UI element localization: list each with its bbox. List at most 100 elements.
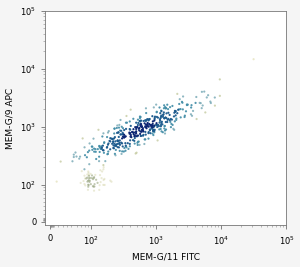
Point bbox=[136, 123, 140, 127]
Point bbox=[149, 123, 154, 127]
Point bbox=[97, 188, 102, 192]
Point bbox=[184, 102, 189, 107]
Point bbox=[98, 180, 103, 184]
Point bbox=[164, 106, 169, 110]
Point bbox=[166, 107, 170, 111]
Point bbox=[157, 105, 162, 110]
Point bbox=[117, 140, 122, 145]
Point bbox=[170, 123, 175, 127]
Point bbox=[119, 125, 124, 129]
Point bbox=[117, 149, 122, 153]
Point bbox=[162, 116, 167, 120]
Point bbox=[139, 122, 143, 126]
Point bbox=[122, 128, 127, 132]
Point bbox=[159, 113, 164, 118]
Point bbox=[155, 123, 160, 127]
Point bbox=[111, 139, 116, 143]
Point bbox=[142, 142, 147, 146]
Point bbox=[134, 130, 138, 134]
Point bbox=[116, 139, 120, 143]
Point bbox=[140, 128, 145, 132]
Point bbox=[157, 127, 162, 132]
Point bbox=[124, 127, 128, 131]
Point bbox=[87, 148, 92, 153]
Point bbox=[144, 106, 148, 111]
Point bbox=[150, 125, 155, 130]
Point bbox=[86, 176, 91, 180]
Point bbox=[116, 135, 121, 139]
Point bbox=[132, 139, 137, 143]
Point bbox=[134, 131, 139, 136]
Point bbox=[121, 135, 125, 139]
Point bbox=[181, 94, 185, 99]
Point bbox=[113, 139, 118, 143]
Point bbox=[105, 135, 110, 139]
Point bbox=[143, 118, 148, 122]
Point bbox=[146, 130, 151, 134]
Point bbox=[87, 174, 92, 178]
Point bbox=[158, 124, 163, 128]
Point bbox=[182, 113, 187, 118]
Point bbox=[128, 119, 132, 124]
Point bbox=[161, 112, 166, 116]
Point bbox=[169, 125, 173, 129]
Point bbox=[132, 134, 137, 138]
Point bbox=[106, 129, 111, 133]
Point bbox=[168, 120, 173, 124]
Point bbox=[160, 122, 165, 127]
Point bbox=[172, 109, 177, 113]
Point bbox=[128, 124, 133, 128]
Point bbox=[92, 184, 97, 189]
Point bbox=[120, 141, 124, 146]
Point bbox=[149, 123, 154, 128]
Point bbox=[118, 132, 123, 137]
Point bbox=[103, 159, 108, 163]
Point bbox=[177, 97, 182, 101]
Point bbox=[82, 167, 87, 171]
Point bbox=[134, 151, 139, 155]
Point bbox=[119, 129, 124, 133]
Point bbox=[131, 138, 136, 142]
Point bbox=[141, 119, 146, 123]
Point bbox=[120, 136, 124, 140]
Point bbox=[108, 136, 113, 140]
Point bbox=[82, 153, 87, 157]
Point bbox=[198, 101, 203, 105]
Point bbox=[128, 133, 133, 137]
Point bbox=[91, 184, 95, 188]
Point bbox=[151, 129, 155, 133]
Point bbox=[177, 107, 182, 112]
Point bbox=[137, 126, 142, 130]
Point bbox=[158, 111, 163, 115]
Point bbox=[149, 125, 154, 129]
Point bbox=[78, 155, 82, 159]
Point bbox=[128, 108, 133, 112]
Point bbox=[152, 116, 157, 120]
Point bbox=[218, 94, 222, 98]
Point bbox=[136, 117, 140, 122]
Point bbox=[163, 128, 167, 133]
Point bbox=[141, 133, 146, 137]
Point bbox=[80, 136, 85, 140]
Point bbox=[127, 127, 132, 131]
Point bbox=[145, 121, 150, 125]
Point bbox=[136, 121, 141, 125]
Point bbox=[133, 151, 138, 156]
Point bbox=[199, 106, 204, 110]
Point bbox=[128, 128, 133, 132]
Point bbox=[138, 134, 143, 138]
Point bbox=[128, 142, 132, 146]
Point bbox=[149, 127, 154, 131]
Point bbox=[167, 113, 172, 117]
Point bbox=[165, 103, 170, 107]
Point bbox=[123, 149, 128, 153]
Point bbox=[82, 174, 87, 178]
Point bbox=[105, 152, 110, 156]
Point bbox=[104, 146, 109, 150]
Point bbox=[143, 125, 148, 129]
Point bbox=[146, 131, 151, 135]
Point bbox=[152, 123, 157, 128]
Point bbox=[144, 122, 148, 127]
Point bbox=[159, 123, 164, 127]
Point bbox=[86, 179, 91, 183]
